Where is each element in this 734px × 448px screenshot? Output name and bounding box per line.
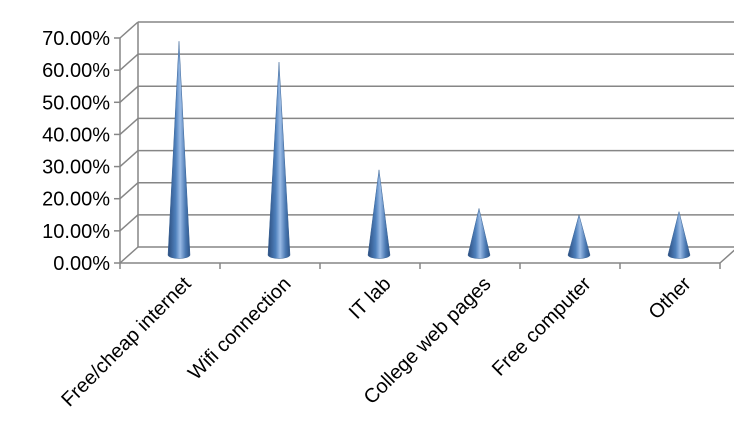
cone-bar (267, 62, 291, 259)
floor-right-edge (719, 249, 734, 264)
side-gridline (119, 85, 139, 103)
y-tick-label: 70.00% (42, 28, 110, 50)
y-tick-label: 30.00% (42, 157, 110, 179)
x-category-label: Free computer (488, 273, 596, 381)
side-gridline (119, 246, 139, 264)
cone-bar (167, 41, 191, 259)
y-axis-tick-labels: 0.00% 10.00% 20.00% 30.00% 40.00% 50.00% 60.00… (42, 28, 110, 275)
y-tick-label: 0.00% (53, 253, 110, 275)
x-category-label: Other (645, 273, 696, 324)
y-tick-label: 60.00% (42, 60, 110, 82)
gridlines (114, 21, 734, 269)
y-tick-label: 20.00% (42, 189, 110, 211)
cone-bar (367, 169, 391, 259)
side-gridline (119, 53, 139, 71)
plot-walls (119, 22, 734, 264)
cone-bar (467, 208, 491, 259)
side-gridline (119, 182, 139, 200)
side-gridline (119, 21, 139, 39)
cone-bar (567, 213, 591, 259)
y-tick-label: 40.00% (42, 124, 110, 146)
x-category-label: IT lab (345, 273, 396, 324)
cone-bar (667, 211, 691, 259)
cone-bars (167, 41, 691, 259)
y-tick-label: 10.00% (42, 221, 110, 243)
side-gridline (119, 150, 139, 168)
y-tick-label: 50.00% (42, 92, 110, 114)
side-gridline (119, 117, 139, 135)
x-category-label: Free/cheap internet (57, 273, 196, 412)
side-gridline (119, 214, 139, 232)
x-category-label: Wifi connection (184, 273, 295, 384)
